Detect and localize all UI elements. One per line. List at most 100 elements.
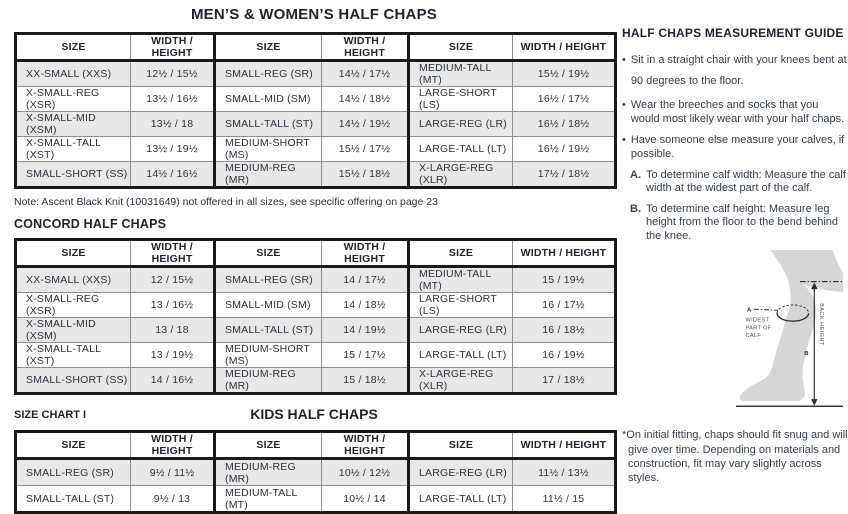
size-cell: LARGE-REG (LR) (407, 317, 513, 343)
width-height-cell: 15 / 19½ (512, 266, 616, 293)
size-cell: X-SMALL-REG (XSR) (15, 292, 131, 318)
width-height-cell: 16 / 17½ (512, 292, 616, 318)
width-height-cell: 15½ / 19½ (512, 60, 616, 87)
size-cell: SMALL-TALL (ST) (213, 111, 322, 137)
kids-header-row: SIZE WIDTH / HEIGHT SIZE WIDTH / HEIGHT SIZE… (15, 431, 616, 460)
size-row: SMALL-REG (SR) 9½ / 11½ MEDIUM-REG (MR) 10½… (15, 458, 616, 486)
width-height-cell: 15½ / 18½ (321, 161, 409, 188)
guide-bullet-text: Sit in a straight chair with your knees … (630, 53, 847, 87)
back-height-label: BACK HEIGHT (818, 303, 824, 346)
width-height-cell: 14 / 18½ (321, 292, 409, 318)
width-height-column-header: WIDTH / HEIGHT (130, 239, 215, 268)
size-chart-label: SIZE CHART I (14, 409, 87, 421)
size-cell: SMALL-REG (SR) (15, 458, 131, 486)
guide-bullet-text: Wear the breeches and socks that you wou… (630, 99, 845, 125)
width-height-cell: 13 / 16½ (130, 292, 215, 318)
size-cell: MEDIUM-REG (MR) (213, 458, 322, 486)
widest-part-label-line1: WIDEST (746, 318, 770, 324)
size-cell: MEDIUM-TALL (MT) (407, 266, 513, 293)
size-column-header: SIZE (407, 431, 513, 460)
size-cell: LARGE-TALL (LT) (407, 342, 513, 368)
width-height-cell: 13 / 19½ (130, 342, 215, 368)
size-cell: MEDIUM-TALL (MT) (213, 485, 322, 513)
width-height-column-header: WIDTH / HEIGHT (130, 33, 215, 62)
width-height-cell: 14½ / 17½ (321, 60, 409, 87)
size-row: SMALL-SHORT (SS) 14 / 16½ MEDIUM-REG (MR) 1… (15, 367, 616, 394)
width-height-cell: 9½ / 11½ (130, 458, 215, 486)
label-a: A (747, 308, 752, 314)
guide-bullet: • Sit in a straight chair with your knee… (622, 50, 848, 92)
width-height-cell: 13 / 18 (130, 317, 215, 343)
width-height-column-header: WIDTH / HEIGHT (321, 239, 409, 268)
step-text-b: To determine calf height: Measure leg he… (646, 202, 839, 242)
width-height-cell: 14½ / 16½ (130, 161, 215, 188)
size-cell: SMALL-SHORT (SS) (15, 161, 131, 188)
width-height-cell: 16½ / 17½ (512, 86, 616, 112)
width-height-cell: 16 / 19½ (512, 342, 616, 368)
size-row: X-SMALL-REG (XSR) 13 / 16½ SMALL-MID (SM) 1… (15, 292, 616, 318)
size-cell: XX-SMALL (XXS) (15, 60, 131, 87)
concord-header-row: SIZE WIDTH / HEIGHT SIZE WIDTH / HEIGHT SIZE… (15, 239, 616, 268)
size-cell: X-LARGE-REG (XLR) (407, 161, 513, 188)
measurement-guide-panel: HALF CHAPS MEASUREMENT GUIDE • Sit in a … (622, 26, 848, 486)
width-height-cell: 16½ / 19½ (512, 136, 616, 162)
width-height-cell: 17½ / 18½ (512, 161, 616, 188)
size-row: X-SMALL-MID (XSM) 13½ / 18 SMALL-TALL (ST)… (15, 111, 616, 137)
width-height-column-header: WIDTH / HEIGHT (321, 431, 409, 460)
mens-womens-table: SIZE WIDTH / HEIGHT SIZE WIDTH / HEIGHT SIZE… (14, 32, 617, 189)
widest-part-label-line2: PART OF (746, 325, 772, 331)
size-cell: X-SMALL-TALL (XST) (15, 136, 131, 162)
width-height-cell: 16½ / 18½ (512, 111, 616, 137)
width-height-cell: 14½ / 18½ (321, 86, 409, 112)
size-column-header: SIZE (15, 239, 131, 268)
size-cell: SMALL-REG (SR) (213, 60, 322, 87)
size-row: X-SMALL-TALL (XST) 13½ / 19½ MEDIUM-SHORT … (15, 136, 616, 162)
size-cell: X-SMALL-TALL (XST) (15, 342, 131, 368)
size-row: X-SMALL-TALL (XST) 13 / 19½ MEDIUM-SHORT (… (15, 342, 616, 368)
size-cell: LARGE-TALL (LT) (407, 136, 513, 162)
size-row: X-SMALL-REG (XSR) 13½ / 16½ SMALL-MID (SM)… (15, 86, 616, 112)
size-cell: MEDIUM-SHORT (MS) (213, 342, 322, 368)
width-height-cell: 9½ / 13 (130, 485, 215, 513)
width-height-cell: 10½ / 14 (321, 485, 409, 513)
bullet-icon: • (622, 134, 626, 147)
concord-heading: CONCORD HALF CHAPS (14, 217, 167, 231)
width-height-cell: 12½ / 15½ (130, 60, 215, 87)
size-cell: SMALL-TALL (ST) (15, 485, 131, 513)
width-height-column-header: WIDTH / HEIGHT (130, 431, 215, 460)
size-column-header: SIZE (407, 239, 513, 268)
size-column-header: SIZE (15, 33, 131, 62)
guide-bullet: • Have someone else measure your calves,… (622, 134, 848, 161)
width-height-cell: 12 / 15½ (130, 266, 215, 293)
size-cell: LARGE-TALL (LT) (407, 485, 513, 513)
width-height-column-header: WIDTH / HEIGHT (512, 239, 616, 268)
concord-table: SIZE WIDTH / HEIGHT SIZE WIDTH / HEIGHT SIZE… (14, 238, 617, 395)
size-column-header: SIZE (213, 33, 322, 62)
size-cell: SMALL-MID (SM) (213, 292, 322, 318)
size-row: XX-SMALL (XXS) 12½ / 15½ SMALL-REG (SR) 14½… (15, 60, 616, 87)
calf-ellipse-bottom (776, 313, 810, 322)
size-cell: X-LARGE-REG (XLR) (407, 367, 513, 394)
kids-heading-row: SIZE CHART I KIDS HALF CHAPS (14, 406, 614, 424)
fitting-footnote: *On initial fitting, chaps should fit sn… (622, 429, 848, 485)
leg-measurement-diagram: BACK HEIGHT B A WIDEST PART OF CALF (622, 250, 848, 426)
width-height-cell: 10½ / 12½ (321, 458, 409, 486)
size-cell: X-SMALL-REG (XSR) (15, 86, 131, 112)
size-row: X-SMALL-MID (XSM) 13 / 18 SMALL-TALL (ST) 1… (15, 317, 616, 343)
arrow-up-icon (811, 282, 818, 290)
size-cell: XX-SMALL (XXS) (15, 266, 131, 293)
guide-bullet: • Wear the breeches and socks that you w… (622, 99, 848, 126)
size-cell: SMALL-REG (SR) (213, 266, 322, 293)
width-height-cell: 14 / 16½ (130, 367, 215, 394)
width-height-column-header: WIDTH / HEIGHT (512, 33, 616, 62)
kids-heading: KIDS HALF CHAPS (250, 406, 378, 422)
width-height-cell: 14½ / 19½ (321, 111, 409, 137)
arrow-down-icon (811, 399, 818, 406)
size-cell: SMALL-MID (SM) (213, 86, 322, 112)
width-height-cell: 15 / 18½ (321, 367, 409, 394)
guide-step-b: B. To determine calf height: Measure leg… (630, 203, 848, 243)
guide-heading: HALF CHAPS MEASUREMENT GUIDE (622, 26, 844, 40)
step-text-a: To determine calf width: Measure the cal… (646, 169, 846, 195)
size-column-header: SIZE (213, 431, 322, 460)
size-cell: SMALL-SHORT (SS) (15, 367, 131, 394)
